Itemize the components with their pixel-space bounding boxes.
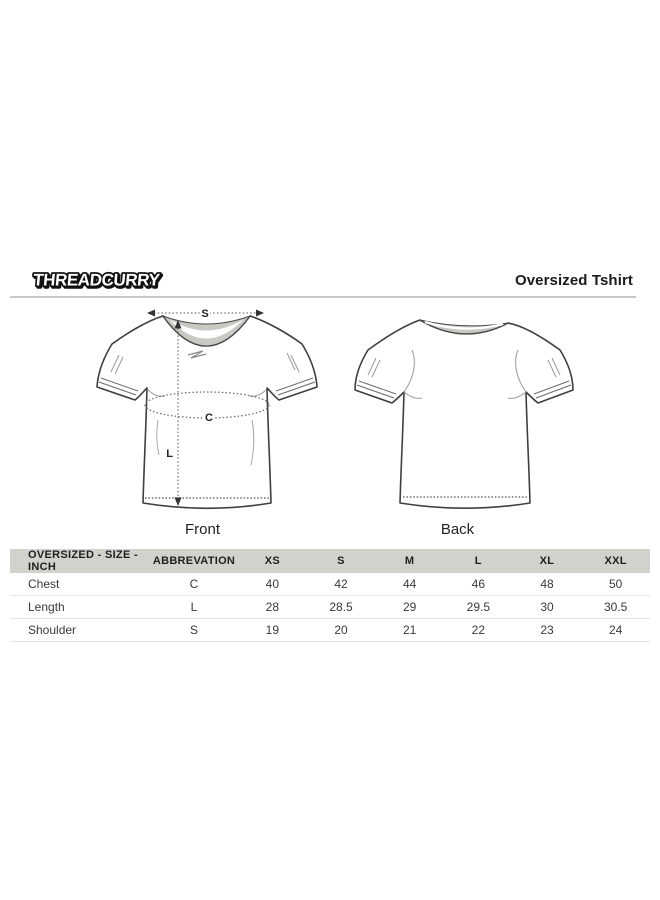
chest-label: C bbox=[205, 412, 213, 424]
tshirt-back-diagram bbox=[354, 319, 574, 510]
brand-logo-shadow-text: THREADCURRY bbox=[34, 272, 163, 291]
header-s: S bbox=[337, 555, 345, 567]
header-xs: XS bbox=[264, 555, 280, 567]
size-table: OVERSIZED - SIZE - INCH ABBREVATION XS S… bbox=[10, 549, 650, 642]
cell-value: 24 bbox=[608, 623, 623, 637]
cell-value: 42 bbox=[334, 577, 348, 591]
cell-value: 46 bbox=[471, 577, 485, 591]
tshirt-front-diagram: S C L bbox=[96, 306, 318, 510]
back-left-yoke-wrinkle bbox=[403, 349, 415, 393]
front-left-sleeve-wrinkle bbox=[110, 354, 124, 375]
brand-logo: THREADCURRY THREADCURRY bbox=[28, 266, 198, 301]
header-abbrevation: ABBREVATION bbox=[152, 555, 236, 567]
back-right-armpit-wrinkle bbox=[507, 391, 527, 399]
cell-value: 28 bbox=[265, 600, 279, 614]
back-collar-band bbox=[419, 319, 509, 335]
header-size-unit: OVERSIZED - SIZE - INCH bbox=[28, 549, 138, 573]
header-l: L bbox=[474, 555, 482, 567]
back-left-cuff-stitch bbox=[356, 380, 397, 399]
front-shirt-outline bbox=[96, 315, 318, 510]
row-label: Chest bbox=[28, 577, 60, 591]
cell-value: 23 bbox=[540, 623, 554, 637]
front-right-armpit-wrinkle bbox=[248, 389, 267, 397]
table-row-chest: Chest C 40 42 44 46 48 50 bbox=[10, 573, 650, 596]
front-chest-zigzag-wrinkle bbox=[187, 350, 207, 359]
size-table-header-row: OVERSIZED - SIZE - INCH ABBREVATION XS S… bbox=[10, 549, 650, 573]
shoulder-arrowhead-right bbox=[256, 309, 264, 317]
row-label: Length bbox=[28, 600, 65, 614]
front-caption: Front bbox=[184, 521, 220, 538]
header-xl: XL bbox=[539, 555, 555, 567]
back-left-armpit-wrinkle bbox=[403, 391, 423, 399]
cell-value: 50 bbox=[608, 577, 623, 591]
brand-logo-art: THREADCURRY THREADCURRY bbox=[31, 269, 165, 293]
back-caption: Back bbox=[440, 521, 475, 538]
row-label: Shoulder bbox=[28, 623, 77, 637]
front-right-cuff-stitch bbox=[275, 377, 316, 396]
back-collar-highlight bbox=[424, 320, 504, 330]
front-right-body-wrinkle bbox=[250, 419, 255, 466]
back-left-sleeve-wrinkle bbox=[367, 357, 381, 378]
brand-logo-text: THREADCURRY bbox=[32, 271, 161, 290]
front-right-sleeve-wrinkle bbox=[286, 352, 300, 373]
back-right-sleeve-wrinkle bbox=[547, 357, 561, 378]
back-right-yoke-wrinkle bbox=[515, 349, 527, 393]
back-right-cuff-stitch bbox=[533, 380, 572, 399]
length-arrowhead-bottom bbox=[174, 497, 182, 506]
cell-value: 44 bbox=[402, 577, 417, 591]
page-title: Oversized Tshirt bbox=[514, 272, 633, 289]
front-left-cuff-stitch bbox=[98, 377, 139, 396]
header-xxl: XXL bbox=[604, 555, 627, 567]
cell-value: 29.5 bbox=[466, 600, 490, 614]
front-left-body-wrinkle bbox=[156, 419, 160, 456]
back-shirt-outline bbox=[354, 319, 574, 510]
row-abbr: S bbox=[189, 623, 198, 637]
header-divider bbox=[10, 296, 636, 298]
cell-value: 48 bbox=[540, 577, 554, 591]
table-row-shoulder: Shoulder S 19 20 21 22 23 24 bbox=[10, 619, 650, 642]
cell-value: 22 bbox=[471, 623, 485, 637]
cell-value: 30.5 bbox=[603, 600, 628, 614]
cell-value: 20 bbox=[334, 623, 348, 637]
cell-value: 28.5 bbox=[329, 600, 353, 614]
front-collar-highlight bbox=[169, 319, 244, 339]
cell-value: 29 bbox=[402, 600, 417, 614]
header-m: M bbox=[404, 555, 415, 567]
chest-measure-ellipse bbox=[144, 391, 270, 419]
table-row-length: Length L 28 28.5 29 29.5 30 30.5 bbox=[10, 596, 650, 619]
cell-value: 19 bbox=[265, 623, 279, 637]
cell-value: 40 bbox=[265, 577, 279, 591]
row-abbr: C bbox=[189, 577, 199, 591]
shoulder-label: S bbox=[201, 308, 208, 320]
shoulder-arrowhead-left bbox=[147, 309, 155, 317]
row-abbr: L bbox=[190, 600, 198, 614]
length-arrowhead-top bbox=[174, 320, 182, 329]
cell-value: 30 bbox=[540, 600, 554, 614]
cell-value: 21 bbox=[402, 623, 417, 637]
length-label: L bbox=[166, 448, 173, 460]
